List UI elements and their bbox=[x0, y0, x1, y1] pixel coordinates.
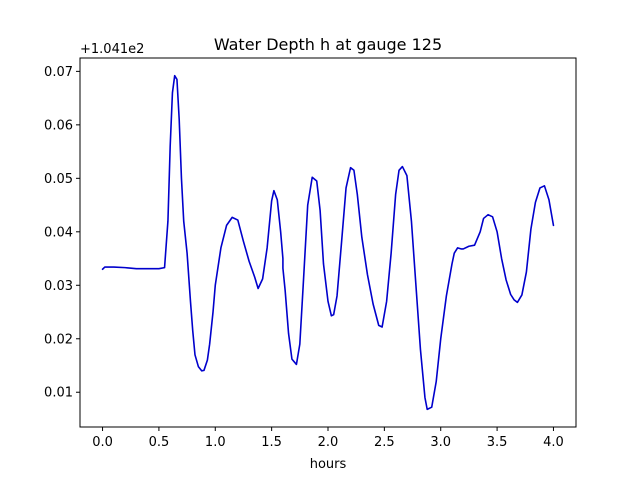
y-axis: 0.01 0.02 0.03 0.04 0.05 0.06 0.07 bbox=[44, 65, 80, 401]
y-tick-label: 0.03 bbox=[44, 279, 73, 294]
y-tick-label: 0.06 bbox=[44, 118, 73, 133]
x-tick-label: 1.5 bbox=[261, 435, 282, 450]
x-tick-label: 2.5 bbox=[374, 435, 395, 450]
y-tick-label: 0.02 bbox=[44, 332, 73, 347]
y-tick-label: 0.04 bbox=[44, 225, 73, 240]
y-tick-label: 0.01 bbox=[44, 386, 73, 401]
y-tick-label: 0.05 bbox=[44, 172, 73, 187]
y-tick-label: 0.07 bbox=[44, 65, 73, 80]
x-axis-label: hours bbox=[310, 457, 347, 472]
x-tick-label: 0.0 bbox=[92, 435, 113, 450]
y-axis-offset-label: +1.041e2 bbox=[80, 42, 144, 57]
x-tick-label: 3.0 bbox=[430, 435, 451, 450]
series-line-water-depth bbox=[101, 74, 555, 411]
x-tick-label: 3.5 bbox=[487, 435, 508, 450]
x-tick-label: 0.5 bbox=[149, 435, 170, 450]
x-tick-label: 4.0 bbox=[543, 435, 564, 450]
plot-area bbox=[80, 58, 576, 427]
chart-title: Water Depth h at gauge 125 bbox=[214, 35, 442, 54]
x-tick-label: 2.0 bbox=[318, 435, 339, 450]
x-axis: 0.0 0.5 1.0 1.5 2.0 2.5 3.0 3.5 4.0 bbox=[92, 427, 564, 450]
x-tick-label: 1.0 bbox=[205, 435, 226, 450]
plot-frame bbox=[79, 57, 577, 428]
